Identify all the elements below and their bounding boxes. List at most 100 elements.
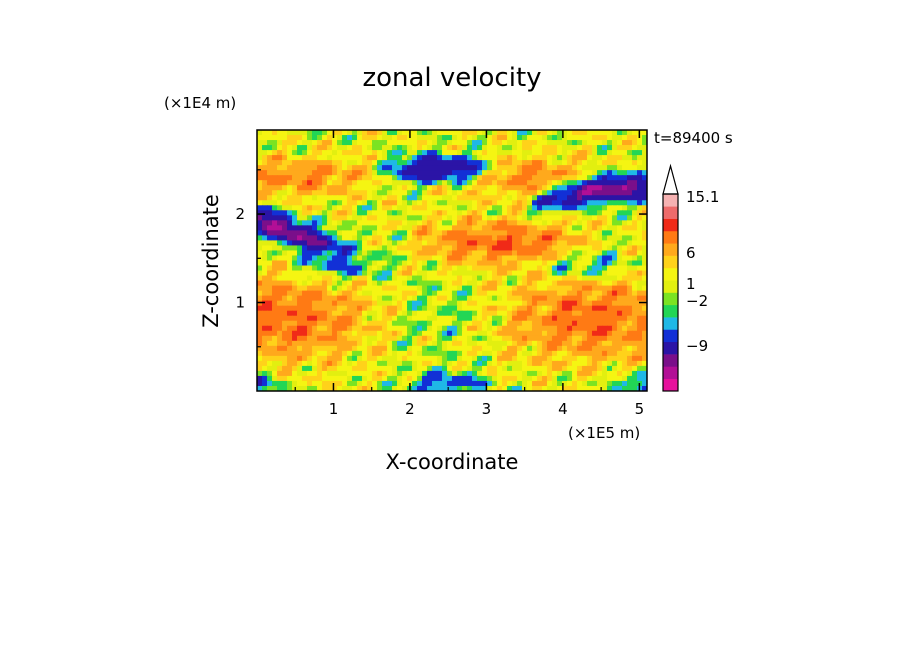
field-cell xyxy=(262,355,268,362)
field-cell xyxy=(327,155,333,161)
field-cell xyxy=(402,145,408,151)
field-cell xyxy=(342,230,348,236)
field-cell xyxy=(432,360,438,367)
field-cell xyxy=(517,340,523,347)
field-cell xyxy=(372,380,378,387)
field-cell xyxy=(267,185,273,191)
field-cell xyxy=(457,315,463,322)
field-cell xyxy=(557,340,563,347)
field-cell xyxy=(257,280,263,287)
field-cell xyxy=(272,130,278,136)
field-cell xyxy=(312,145,318,151)
field-cell xyxy=(532,160,538,166)
field-cell xyxy=(457,285,463,292)
field-cell xyxy=(317,350,323,357)
field-cell xyxy=(542,215,548,221)
field-cell xyxy=(637,375,643,382)
field-cell xyxy=(642,130,647,136)
colorbar-segment xyxy=(663,267,678,281)
field-cell xyxy=(537,220,543,226)
field-cell xyxy=(422,380,428,387)
field-cell xyxy=(637,370,643,377)
field-cell xyxy=(477,375,483,382)
field-cell xyxy=(337,205,343,211)
field-cell xyxy=(272,295,278,302)
field-cell xyxy=(627,200,633,206)
field-cell xyxy=(372,255,378,262)
field-cell xyxy=(422,240,428,247)
field-cell xyxy=(392,325,398,332)
field-cell xyxy=(597,255,603,262)
field-cell xyxy=(557,170,563,176)
field-cell xyxy=(507,385,513,391)
field-cell xyxy=(302,130,308,136)
field-cell xyxy=(417,245,423,252)
field-cell xyxy=(492,220,498,226)
field-cell xyxy=(352,270,358,277)
field-cell xyxy=(467,245,473,252)
field-cell xyxy=(602,200,608,206)
field-cell xyxy=(422,225,428,231)
field-cell xyxy=(402,230,408,236)
field-cell xyxy=(422,385,428,391)
field-cell xyxy=(527,280,533,287)
field-cell xyxy=(632,135,638,141)
field-cell xyxy=(362,280,368,287)
field-cell xyxy=(592,200,598,206)
field-cell xyxy=(397,275,403,282)
field-cell xyxy=(522,155,528,161)
field-cell xyxy=(322,195,328,201)
field-cell xyxy=(292,190,298,196)
field-cell xyxy=(557,160,563,166)
field-cell xyxy=(447,345,453,352)
field-cell xyxy=(392,150,398,156)
field-cell xyxy=(357,140,363,146)
field-cell xyxy=(297,185,303,191)
field-cell xyxy=(507,150,513,156)
field-cell xyxy=(562,240,568,247)
field-cell xyxy=(557,300,563,307)
field-cell xyxy=(442,320,448,327)
colorbar-segment xyxy=(663,317,678,330)
field-cell xyxy=(442,140,448,146)
field-cell xyxy=(642,145,647,151)
field-cell xyxy=(542,365,548,372)
field-cell xyxy=(357,220,363,226)
velocity-field xyxy=(257,130,647,391)
field-cell xyxy=(597,280,603,287)
field-cell xyxy=(517,240,523,247)
field-cell xyxy=(432,255,438,262)
field-cell xyxy=(322,135,328,141)
field-cell xyxy=(587,150,593,156)
field-cell xyxy=(342,150,348,156)
field-cell xyxy=(617,300,623,307)
field-cell xyxy=(312,140,318,146)
colorbar-extension-arrow xyxy=(662,163,679,195)
field-cell xyxy=(372,210,378,216)
field-cell xyxy=(402,210,408,216)
field-cell xyxy=(477,145,483,151)
field-cell xyxy=(307,315,313,322)
field-cell xyxy=(437,275,443,282)
field-cell xyxy=(552,190,558,196)
field-cell xyxy=(562,170,568,176)
field-cell xyxy=(267,190,273,196)
field-cell xyxy=(457,220,463,226)
field-cell xyxy=(452,325,458,332)
field-cell xyxy=(462,360,468,367)
field-cell xyxy=(577,300,583,307)
field-cell xyxy=(562,200,568,206)
field-cell xyxy=(542,145,548,151)
field-cell xyxy=(407,150,413,156)
field-cell xyxy=(317,245,323,252)
field-cell xyxy=(272,140,278,146)
field-cell xyxy=(587,205,593,211)
field-cell xyxy=(537,130,543,136)
field-cell xyxy=(297,135,303,141)
field-cell xyxy=(327,365,333,372)
field-cell xyxy=(347,270,353,277)
field-cell xyxy=(532,180,538,186)
field-cell xyxy=(517,225,523,231)
field-cell xyxy=(577,345,583,352)
field-cell xyxy=(612,320,618,327)
